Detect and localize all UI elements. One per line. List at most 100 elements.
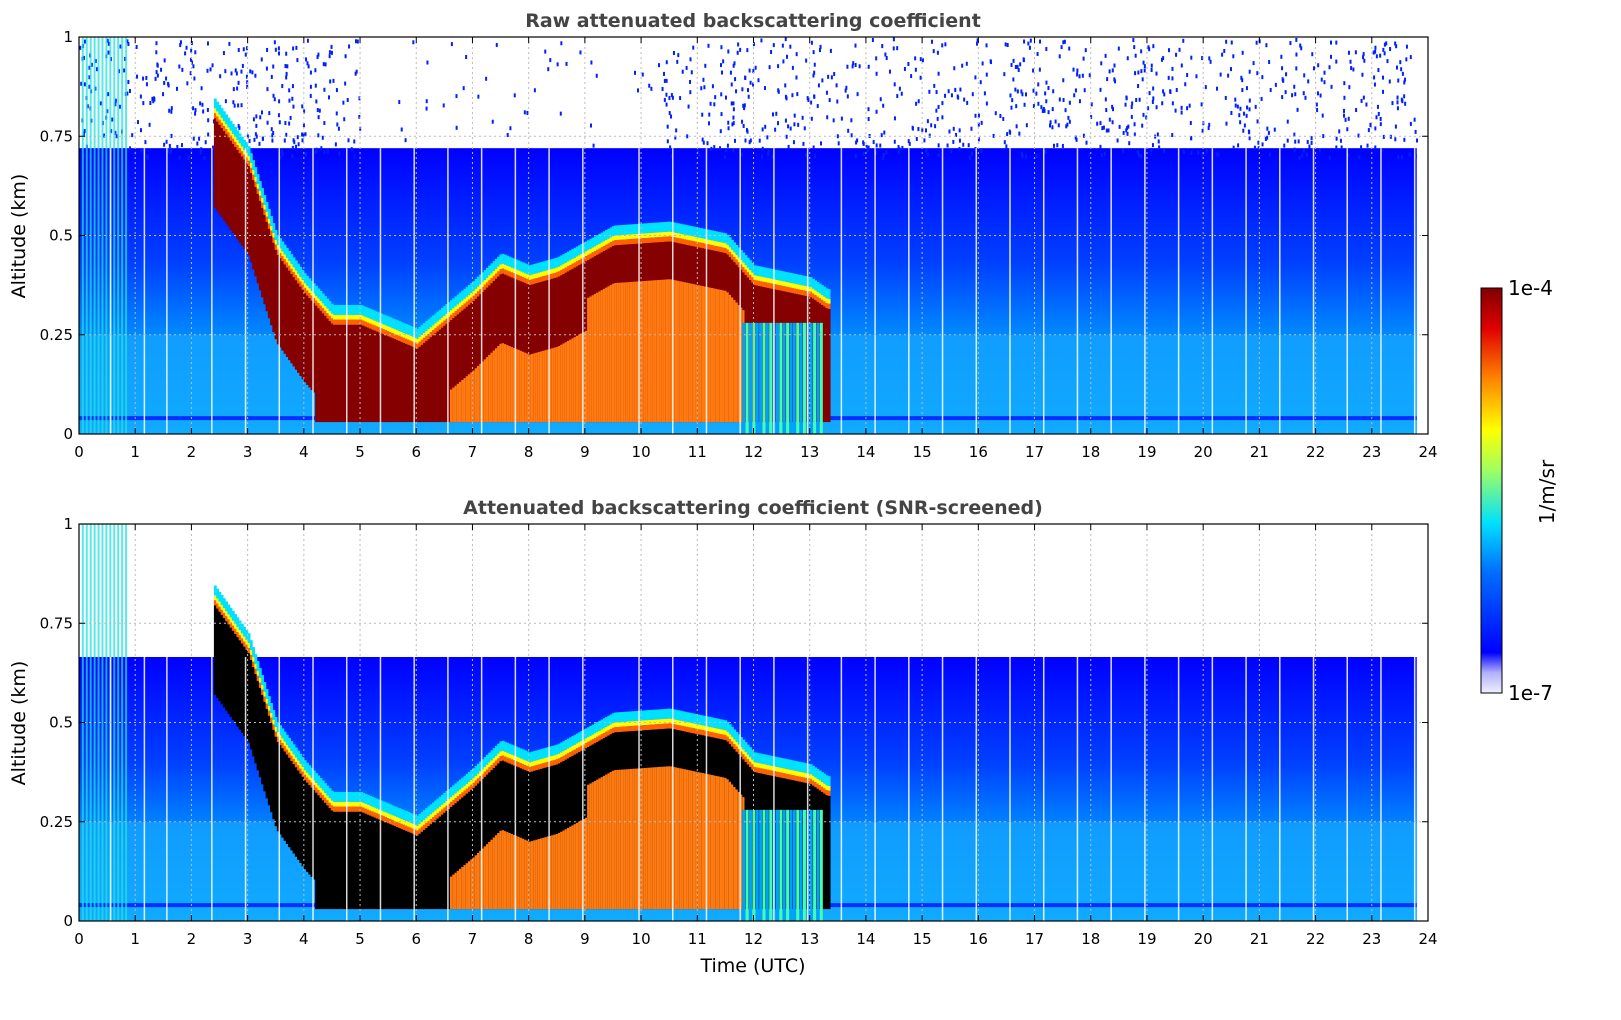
noise-speck bbox=[936, 50, 939, 55]
noise-speck bbox=[1099, 121, 1102, 126]
aerosol-edge-slice bbox=[467, 294, 471, 300]
aerosol-edge-slice bbox=[501, 755, 505, 761]
aerosol-edge-slice bbox=[537, 277, 541, 283]
aerosol-edge-slice bbox=[787, 287, 791, 293]
aerosol-edge-slice bbox=[751, 764, 755, 770]
noise-speck bbox=[1318, 148, 1321, 153]
noise-speck bbox=[1004, 42, 1007, 47]
aerosol-edge-slice bbox=[753, 762, 757, 767]
noise-speck bbox=[866, 147, 869, 152]
aerosol-edge-slice bbox=[337, 801, 341, 807]
noise-speck bbox=[1328, 65, 1331, 70]
aerosol-halo-slice bbox=[256, 174, 260, 185]
aerosol-halo-slice bbox=[775, 270, 779, 280]
aerosol-edge-slice bbox=[728, 252, 732, 258]
aerosol-halo-slice bbox=[661, 709, 665, 720]
aerosol-halo-slice bbox=[317, 775, 321, 786]
aerosol-edge-slice bbox=[645, 233, 649, 238]
noise-speck bbox=[152, 96, 155, 101]
aerosol-halo-slice bbox=[458, 779, 462, 790]
aerosol-edge-slice bbox=[782, 281, 786, 287]
aerosol-core-slice bbox=[344, 324, 348, 423]
aerosol-edge-slice bbox=[243, 636, 246, 642]
aerosol-edge-slice bbox=[452, 799, 456, 806]
aerosol-edge-slice bbox=[317, 790, 321, 796]
aerosol-core-slice bbox=[288, 757, 291, 848]
aerosol-edge-slice bbox=[414, 337, 417, 343]
noise-speck bbox=[88, 75, 91, 80]
aerosol-edge-slice bbox=[755, 275, 759, 281]
aerosol-halo-slice bbox=[677, 710, 680, 721]
aerosol-edge-slice bbox=[701, 725, 705, 731]
aerosol-edge-slice bbox=[818, 298, 822, 304]
aerosol-edge-slice bbox=[807, 286, 811, 292]
noise-speck bbox=[1342, 113, 1345, 118]
aerosol-halo-slice bbox=[654, 222, 658, 233]
noise-speck bbox=[323, 121, 326, 126]
aerosol-core-slice bbox=[447, 321, 451, 423]
aerosol-edge-slice bbox=[564, 749, 568, 755]
aerosol-core-slice bbox=[297, 770, 300, 860]
aerosol-edge-slice bbox=[351, 319, 354, 325]
aerosol-halo-slice bbox=[321, 293, 325, 304]
residual-streak bbox=[749, 809, 753, 921]
data-gap-line bbox=[1380, 148, 1382, 434]
noise-speck bbox=[1067, 115, 1070, 120]
aerosol-halo-slice bbox=[755, 265, 759, 276]
aerosol-halo-slice bbox=[775, 757, 779, 767]
noise-speck bbox=[1268, 60, 1271, 65]
aerosol-edge-slice bbox=[800, 772, 804, 777]
mixed-layer-slice bbox=[521, 838, 525, 910]
noise-speck bbox=[1349, 59, 1352, 64]
aerosol-halo-slice bbox=[476, 763, 480, 774]
aerosol-halo-slice bbox=[564, 739, 568, 750]
aerosol-core-slice bbox=[398, 341, 402, 423]
aerosol-edge-slice bbox=[218, 114, 222, 120]
aerosol-core-slice bbox=[330, 810, 334, 910]
residual-streak bbox=[809, 322, 813, 434]
aerosol-core-slice bbox=[535, 283, 539, 423]
aerosol-edge-slice bbox=[609, 724, 613, 730]
aerosol-edge-slice bbox=[225, 129, 228, 135]
noise-speck bbox=[1382, 89, 1385, 94]
noise-speck bbox=[931, 39, 934, 44]
aerosol-edge-slice bbox=[279, 252, 282, 259]
noise-speck bbox=[285, 75, 288, 80]
aerosol-halo-slice bbox=[317, 288, 321, 299]
aerosol-core-slice bbox=[227, 624, 231, 714]
noise-speck bbox=[1073, 93, 1076, 98]
noise-speck bbox=[1379, 53, 1382, 58]
noise-speck bbox=[1247, 129, 1250, 134]
noise-speck bbox=[265, 66, 268, 71]
noise-speck bbox=[1239, 106, 1242, 111]
aerosol-halo-slice bbox=[787, 272, 791, 283]
aerosol-core-slice bbox=[335, 811, 339, 910]
aerosol-halo-slice bbox=[391, 318, 395, 329]
aerosol-halo-slice bbox=[398, 808, 402, 819]
residual-streak bbox=[816, 322, 820, 434]
noise-speck bbox=[1104, 97, 1107, 102]
aerosol-edge-slice bbox=[596, 245, 599, 250]
aerosol-core-slice bbox=[308, 785, 312, 875]
noise-speck bbox=[1163, 92, 1166, 97]
aerosol-halo-slice bbox=[247, 146, 251, 157]
aerosol-edge-slice bbox=[681, 234, 685, 239]
noise-speck bbox=[722, 59, 725, 64]
noise-speck bbox=[1135, 97, 1138, 102]
aerosol-edge-slice bbox=[681, 238, 685, 245]
aerosol-edge-slice bbox=[798, 776, 802, 782]
aerosol-halo-slice bbox=[324, 296, 327, 307]
noise-speck bbox=[1241, 78, 1244, 83]
x-tick-label: 17 bbox=[1025, 443, 1044, 461]
aerosol-edge-slice bbox=[265, 698, 269, 704]
noise-speck bbox=[94, 58, 97, 63]
aerosol-edge-slice bbox=[346, 801, 350, 807]
aerosol-edge-slice bbox=[713, 240, 716, 246]
noise-speck bbox=[1132, 38, 1135, 43]
aerosol-halo-slice bbox=[632, 711, 635, 722]
noise-speck bbox=[323, 87, 326, 92]
aerosol-core-slice bbox=[411, 346, 415, 423]
noise-speck bbox=[802, 141, 805, 146]
aerosol-edge-slice bbox=[375, 321, 379, 327]
aerosol-edge-slice bbox=[587, 254, 590, 261]
